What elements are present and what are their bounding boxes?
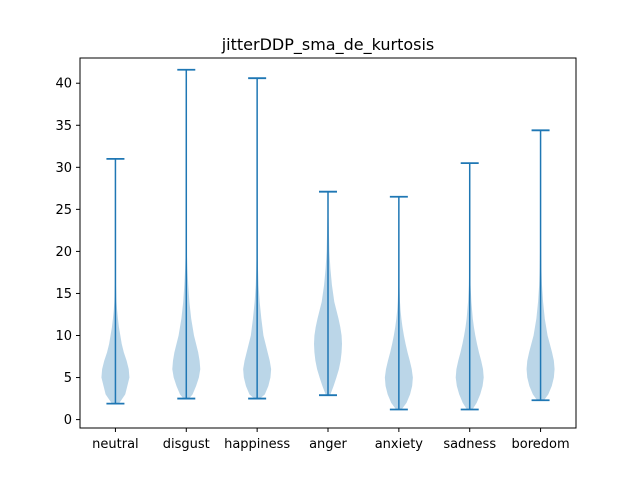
y-tick-label: 15 bbox=[55, 287, 72, 302]
y-tick-label: 25 bbox=[55, 203, 72, 218]
x-tick-label-boredom: boredom bbox=[512, 437, 570, 452]
y-tick-label: 10 bbox=[55, 329, 72, 344]
y-tick-label: 20 bbox=[55, 245, 72, 260]
x-axis-ticks: neutral disgust happiness anger anxiety sadne… bbox=[92, 428, 570, 452]
chart-title: jitterDDP_sma_de_kurtosis bbox=[221, 35, 435, 55]
x-tick-label-sadness: sadness bbox=[443, 437, 496, 452]
y-tick-label: 35 bbox=[55, 119, 72, 134]
x-tick-label-neutral: neutral bbox=[92, 437, 139, 452]
y-tick-label: 30 bbox=[55, 161, 72, 176]
x-tick-label-happiness: happiness bbox=[224, 437, 290, 452]
x-tick-label-disgust: disgust bbox=[163, 437, 210, 452]
violin-lines bbox=[106, 68, 550, 411]
x-tick-label-anxiety: anxiety bbox=[375, 437, 424, 452]
y-tick-label: 0 bbox=[64, 413, 72, 428]
y-axis-ticks: 0 5 10 15 20 25 30 35 40 bbox=[55, 77, 80, 428]
y-tick-label: 5 bbox=[64, 371, 72, 386]
x-tick-label-anger: anger bbox=[309, 437, 347, 452]
y-tick-label: 40 bbox=[55, 77, 72, 92]
